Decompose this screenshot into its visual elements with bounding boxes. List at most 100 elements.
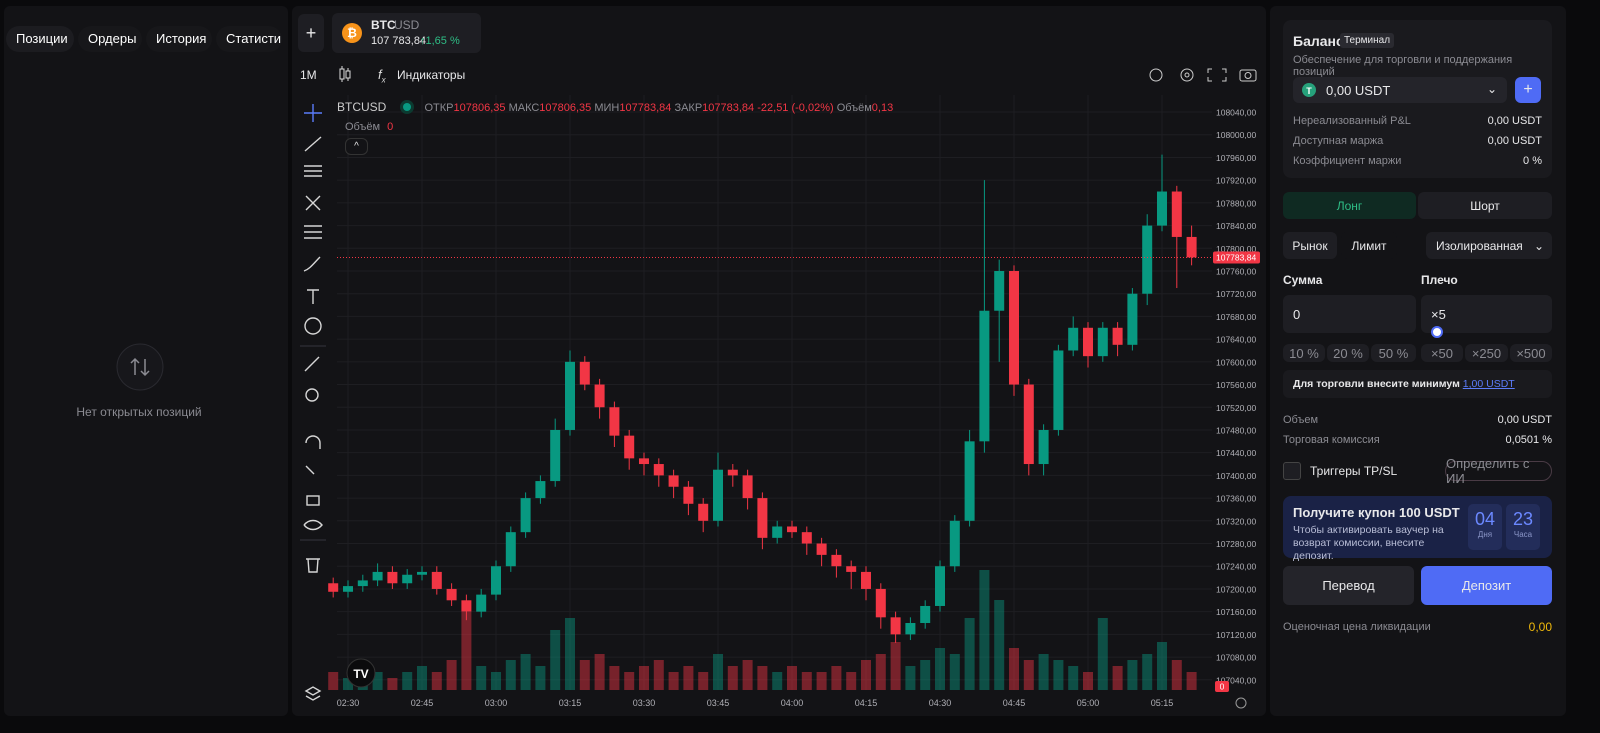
legend-value: 107783,84 — [702, 102, 755, 114]
candle-body — [772, 526, 783, 538]
y-tick-label: 107760,00 — [1216, 267, 1256, 277]
candle-body — [949, 520, 960, 567]
candle-body — [1171, 191, 1182, 237]
preset[interactable]: ×250 — [1465, 344, 1508, 362]
volume-bar — [343, 678, 353, 690]
tab[interactable]: Ордеры — [78, 26, 142, 52]
short-tab[interactable]: Шорт — [1418, 192, 1552, 219]
preset[interactable]: 50 % — [1371, 344, 1416, 362]
promo-card: Получите купон 100 USDT Чтобы активирова… — [1283, 496, 1552, 562]
ai-button[interactable]: Определить с ИИ — [1445, 456, 1552, 486]
market-tab[interactable]: Рынок — [1283, 232, 1337, 259]
volume-bar — [639, 666, 649, 690]
ticker-card[interactable]: ₿ BTC USD 107 783,84 ↑1,65 % — [332, 13, 481, 53]
candle-body — [609, 407, 620, 436]
candle-body — [1068, 327, 1079, 351]
volume-bar — [653, 660, 664, 690]
y-tick-label: 108040,00 — [1216, 108, 1256, 118]
long-tab[interactable]: Лонг — [1283, 192, 1416, 219]
volume-bar — [772, 672, 783, 690]
x-tick-label: 02:45 — [411, 698, 434, 708]
y-tick-label: 107360,00 — [1216, 494, 1256, 504]
collapse-legend[interactable]: ^ — [345, 138, 368, 155]
amount-input[interactable]: 0 — [1283, 295, 1416, 333]
y-tick-label: 107800,00 — [1216, 244, 1256, 254]
indicators[interactable]: Индикаторы — [397, 68, 466, 82]
info-label: Торговая комиссия — [1283, 434, 1380, 446]
add-ticker[interactable]: + — [298, 14, 324, 52]
y-tick-label: 107640,00 — [1216, 335, 1256, 345]
candle-type-icon[interactable] — [338, 66, 352, 82]
y-tick-label: 107080,00 — [1216, 653, 1256, 663]
volume-bar — [1023, 660, 1034, 690]
info-value: 0,0501 % — [1505, 434, 1552, 446]
time-settings — [1235, 697, 1247, 709]
volume-bar — [905, 666, 916, 690]
leverage-input[interactable]: ×5 — [1421, 295, 1552, 333]
preset[interactable]: ×500 — [1510, 344, 1552, 362]
volume-bar — [579, 660, 590, 690]
preset[interactable]: 20 % — [1327, 344, 1369, 362]
hours-label: Часа — [1513, 530, 1533, 539]
limit-tab[interactable]: Лимит — [1341, 232, 1397, 259]
currency-select[interactable]: T 0,00 USDT ⌄ — [1293, 77, 1507, 103]
candle-body — [890, 617, 901, 635]
interval[interactable]: 1M — [300, 68, 317, 82]
ticker-price: 107 783,84 — [371, 35, 427, 47]
candle-body — [816, 543, 827, 555]
volume-bar — [875, 654, 886, 690]
empty-text: Нет открытых позиций — [76, 405, 202, 419]
volume-bar — [609, 666, 620, 690]
row-label: Коэффициент маржи — [1293, 155, 1402, 167]
candle-body — [757, 498, 768, 538]
chart: 108040,00 108000,00 107960,00 107920,00 1078… — [328, 95, 1260, 709]
row-value: 0,00 USDT — [1487, 115, 1542, 127]
chart-panel: + ₿ BTC USD 107 783,84 ↑1,65 % 1M fx Инд… — [292, 6, 1266, 716]
plot-area — [337, 95, 1212, 690]
volume-bar — [535, 666, 546, 690]
candle-body — [727, 469, 738, 476]
preset[interactable]: ×50 — [1421, 344, 1463, 362]
tab[interactable]: Позиции — [6, 26, 74, 52]
x-tick-label: 04:30 — [929, 698, 952, 708]
volume-legend-value: 0 — [387, 121, 394, 133]
tab[interactable]: Статисти — [216, 26, 282, 52]
volume-bar — [387, 678, 398, 690]
min-amount[interactable]: 1,00 USDT — [1462, 378, 1515, 390]
transfer-button[interactable]: Перевод — [1283, 566, 1414, 605]
x-tick-label: 05:15 — [1151, 698, 1174, 708]
candle-body — [579, 361, 590, 385]
x-tick-label: 03:30 — [633, 698, 656, 708]
candle-body — [565, 361, 575, 430]
candle-body — [417, 571, 427, 575]
deposit-button[interactable]: Депозит — [1421, 566, 1552, 605]
y-tick-label: 107120,00 — [1216, 630, 1256, 640]
margin-mode[interactable]: Изолированная ⌄ — [1426, 232, 1552, 259]
leverage-label: Плечо — [1421, 273, 1458, 287]
volume-bar — [979, 570, 990, 690]
candle-body — [550, 429, 561, 482]
volume-bar — [683, 666, 694, 690]
btc-icon: ₿ — [342, 23, 362, 43]
volume-legend-label: Объём — [345, 121, 381, 133]
balance-subtitle: Обеспечение для торговли и поддержания п… — [1293, 54, 1513, 78]
badge: Терминал — [1340, 33, 1395, 48]
y-tick-label: 107840,00 — [1216, 221, 1256, 231]
preset[interactable]: 10 % — [1283, 344, 1325, 362]
volume-bar — [594, 654, 605, 690]
slider-handle[interactable] — [1431, 326, 1443, 338]
margin-mode-text: Изолированная — [1436, 238, 1523, 253]
y-tick-label: 107720,00 — [1216, 289, 1256, 299]
tpsl-checkbox[interactable] — [1283, 462, 1301, 480]
add-funds[interactable]: + — [1515, 77, 1541, 103]
x-tick-label: 02:30 — [337, 698, 360, 708]
candle-body — [491, 566, 501, 595]
y-tick-label: 107680,00 — [1216, 312, 1256, 322]
order-panel: Баланс Терминал Обеспечение для торговли… — [1270, 6, 1566, 716]
min-notice-text: Для торговли внесите минимум — [1293, 378, 1460, 390]
legend-value: 107783,84 — [619, 102, 672, 114]
tab[interactable]: История — [146, 26, 212, 52]
volume-bar — [1127, 660, 1138, 690]
volume-bar — [1009, 648, 1019, 690]
row-label: Нереализованный P&L — [1293, 115, 1411, 127]
